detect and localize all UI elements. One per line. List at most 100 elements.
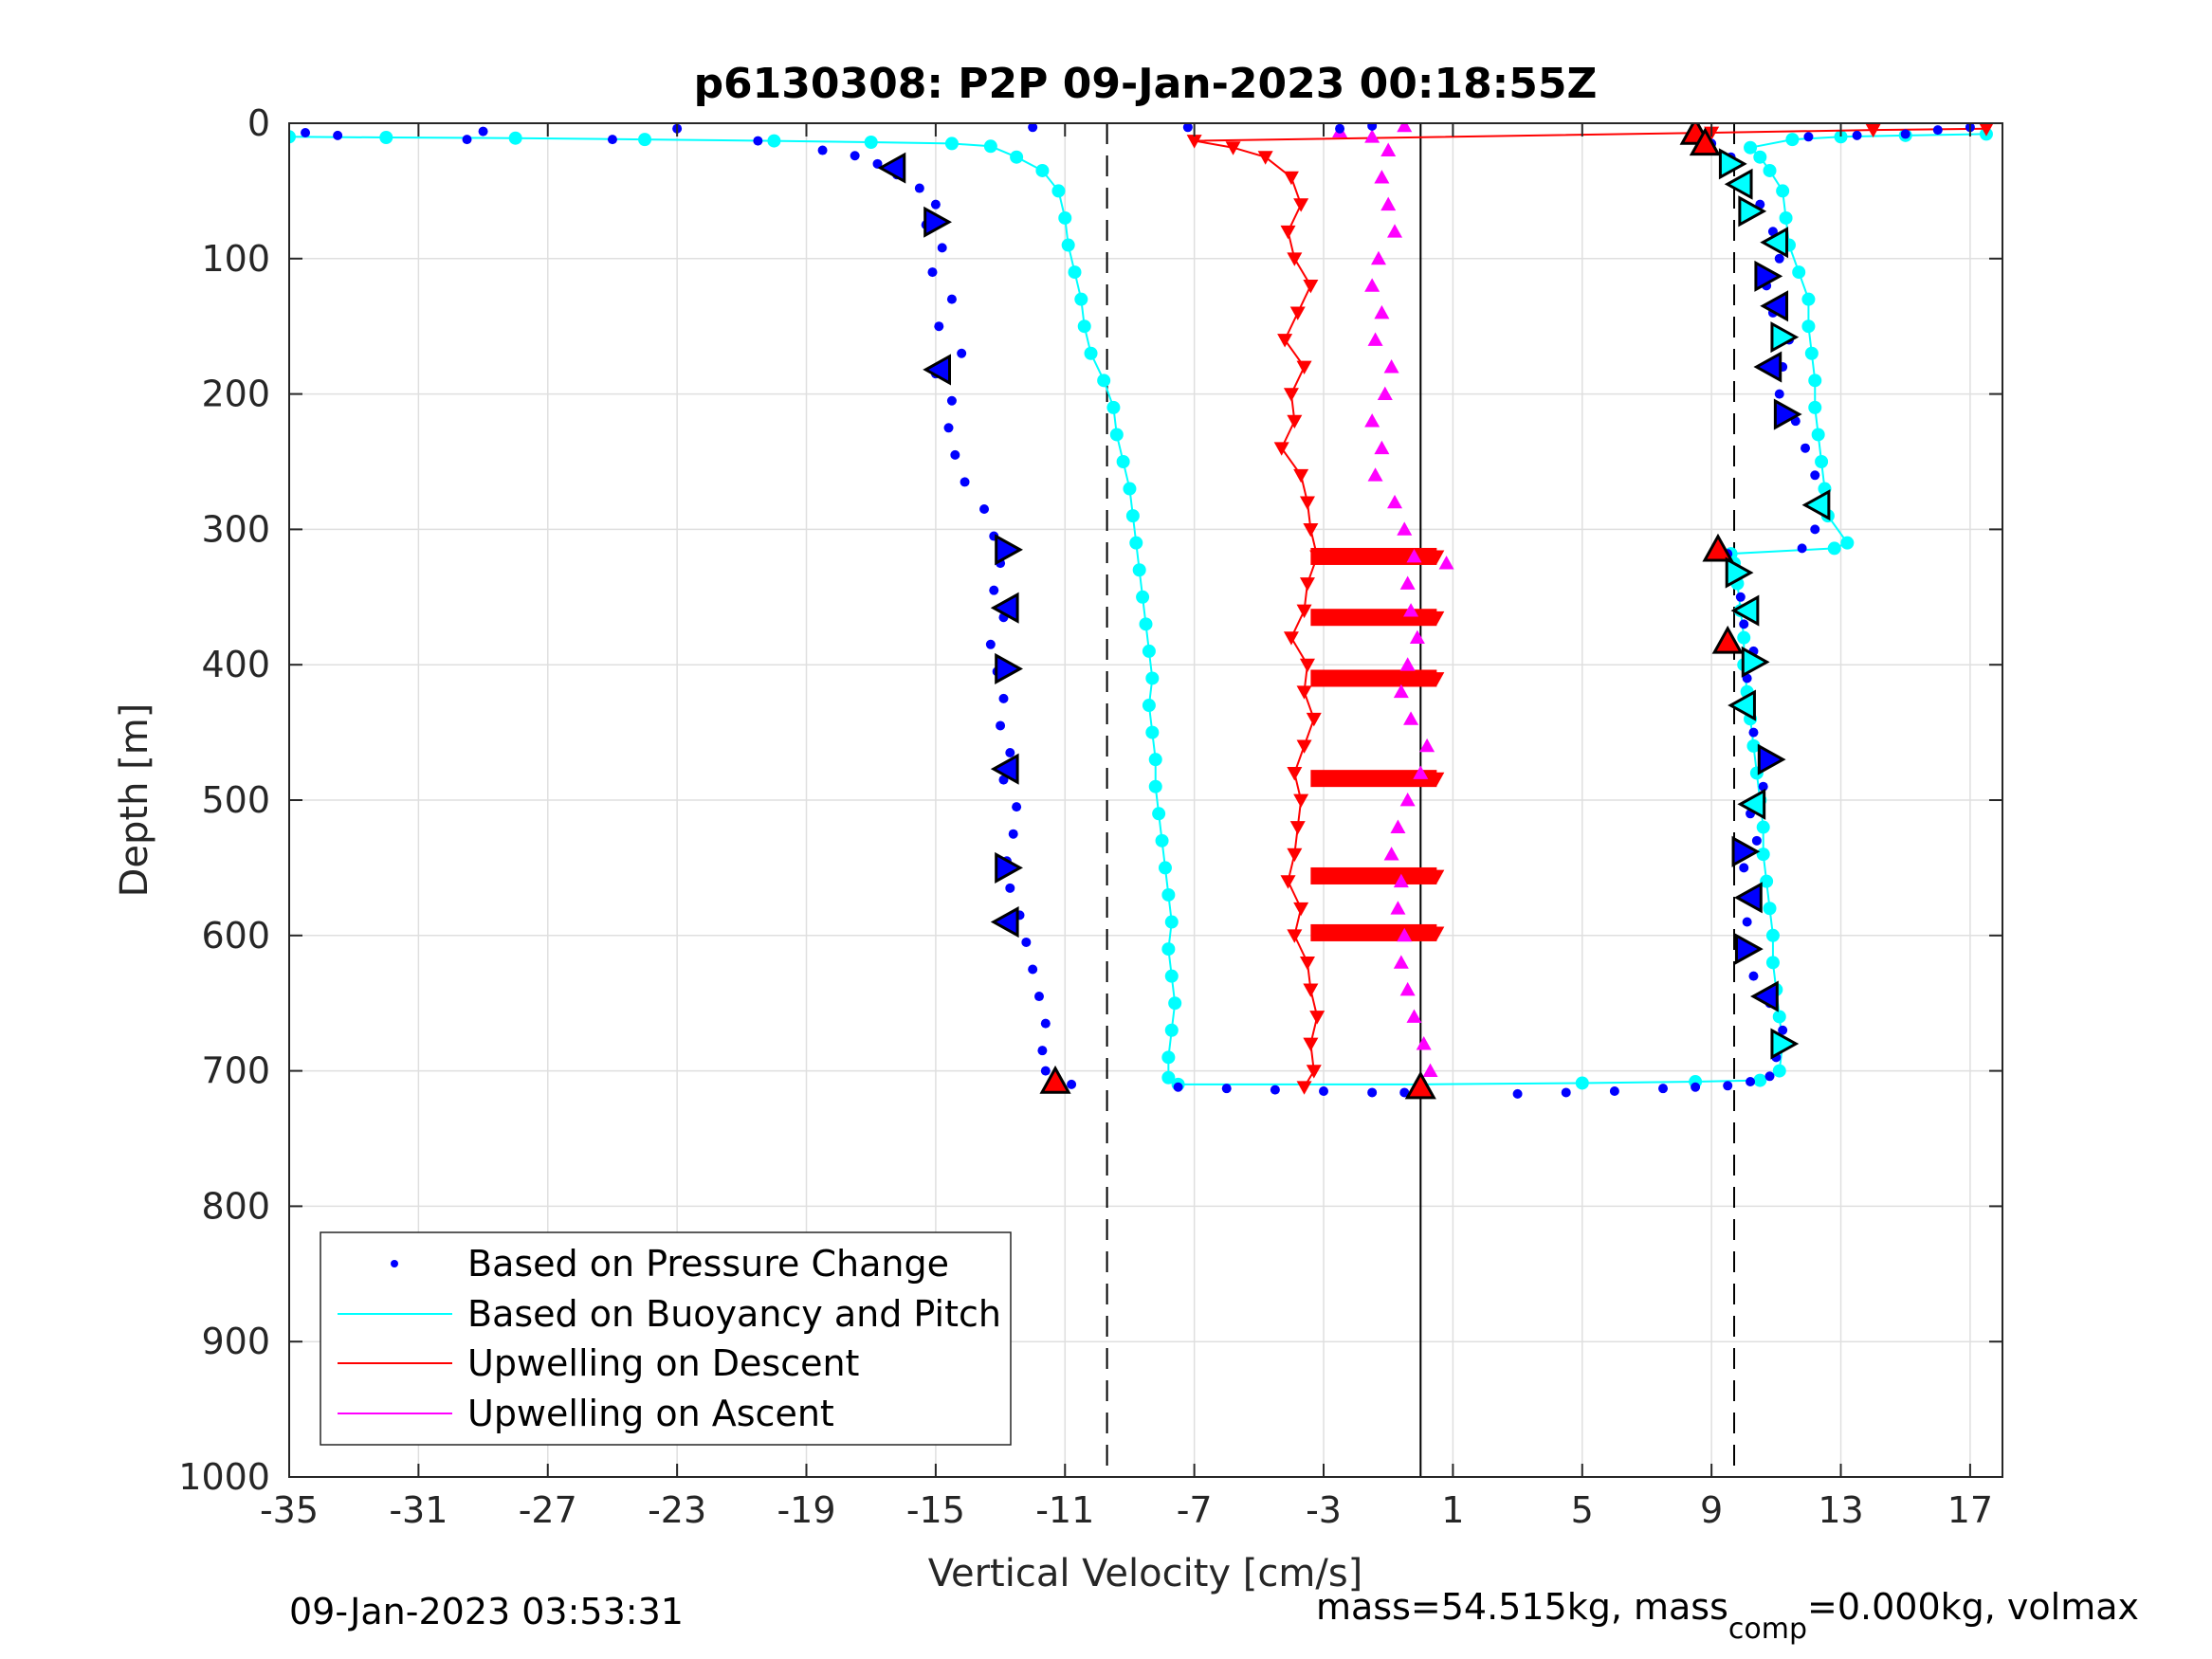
buoyancy-point: [1161, 1070, 1176, 1085]
descent-band: [1310, 609, 1437, 627]
pressure-point: [1751, 835, 1762, 846]
legend-swatch-pressure: [391, 1260, 398, 1267]
pressure-point: [462, 135, 472, 145]
pressure-point: [1335, 123, 1345, 134]
triangle-marker: [1039, 1065, 1071, 1094]
footer-mass-subscript: comp: [1728, 1613, 1807, 1646]
legend: Based on Pressure Change Based on Buoyan…: [320, 1231, 1012, 1446]
buoyancy-point: [983, 139, 997, 154]
descent-point: [1287, 848, 1303, 863]
triangle-marker: [923, 354, 951, 386]
descent-point: [1299, 956, 1315, 971]
ascent-point: [1390, 819, 1406, 833]
pressure-point: [1932, 125, 1943, 136]
buoyancy-point: [1776, 184, 1790, 198]
buoyancy-point: [1804, 346, 1819, 360]
buoyancy-point: [1168, 996, 1182, 1011]
ascent-point: [1397, 927, 1413, 942]
pressure-point: [1735, 592, 1746, 602]
x-tick-label: -3: [1306, 1489, 1342, 1531]
ascent-point: [1377, 386, 1393, 400]
ascent-point: [1374, 440, 1390, 455]
buoyancy-point: [1801, 292, 1816, 306]
descent-point: [1296, 739, 1312, 754]
triangle-marker: [1730, 594, 1760, 627]
buoyancy-point: [1158, 861, 1172, 875]
buoyancy-point: [864, 135, 878, 149]
pressure-point: [1367, 123, 1378, 131]
pressure-point: [1739, 863, 1749, 873]
pressure-point: [1803, 132, 1814, 142]
buoyancy-point: [1575, 1076, 1589, 1090]
buoyancy-point: [1145, 671, 1160, 685]
ascent-point: [1383, 359, 1399, 374]
descent-point: [1303, 279, 1319, 294]
reference-lines: [1106, 123, 1736, 1477]
pressure-point: [934, 321, 944, 332]
footer-timestamp: 09-Jan-2023 03:53:31: [289, 1591, 684, 1632]
axis-ticks: -35 -31 -27 -23 -19 -15 -11 -7 -3 1 5 9 13 1701002003…: [178, 102, 2002, 1531]
triangle-marker: [1728, 689, 1756, 721]
triangle-marker: [990, 753, 1019, 785]
pressure-point: [937, 243, 947, 253]
descent-point: [1293, 793, 1309, 808]
x-tick-label: -11: [1035, 1489, 1094, 1531]
ascent-point: [1399, 793, 1416, 807]
pressure-point: [1319, 1086, 1329, 1097]
triangle-marker: [1770, 321, 1800, 354]
pressure-point: [930, 199, 941, 210]
pressure-point: [1774, 253, 1784, 264]
pressure-point: [1900, 129, 1910, 139]
descent-point: [1299, 658, 1315, 673]
buoyancy-point: [1097, 374, 1111, 388]
descent-point: [1280, 875, 1296, 889]
pressure-point: [1221, 1084, 1232, 1094]
buoyancy-point: [1811, 428, 1825, 442]
ascent-point: [1413, 765, 1429, 779]
pressure-point: [985, 639, 996, 649]
pressure-point: [753, 136, 763, 146]
x-tick-label: 9: [1700, 1489, 1723, 1531]
footer-mass-info: mass=54.515kg, masscomp=0.000kg, volmax: [1316, 1586, 2139, 1646]
buoyancy-point: [1084, 346, 1098, 360]
y-tick-label: 600: [201, 915, 270, 957]
triangle-marker: [995, 652, 1023, 685]
x-tick-label: -19: [777, 1489, 835, 1531]
descent-point: [1283, 631, 1299, 646]
pressure-point: [1005, 883, 1015, 893]
pressure-point: [1778, 1025, 1788, 1035]
pressure-point: [1797, 543, 1807, 554]
y-tick-label: 400: [201, 644, 270, 685]
descent-point: [1293, 902, 1309, 917]
buoyancy-point: [1808, 374, 1822, 388]
pressure-point: [1040, 1066, 1051, 1076]
buoyancy-point: [638, 133, 652, 147]
y-tick-label: 100: [201, 238, 270, 280]
ascent-point: [1367, 332, 1383, 346]
pressure-point: [301, 127, 311, 137]
pressure-point: [946, 294, 957, 304]
ascent-point: [1416, 1036, 1432, 1050]
pressure-point: [1609, 1086, 1619, 1097]
ascent-point: [1364, 278, 1380, 292]
ascent-point: [1403, 711, 1419, 725]
footer-mass-prefix: mass=54.515kg, mass: [1316, 1586, 1728, 1628]
triangle-marker: [990, 592, 1019, 624]
buoyancy-point: [1763, 902, 1777, 916]
triangle-marker: [1770, 1028, 1800, 1060]
pressure-point: [1033, 992, 1044, 1002]
buoyancy-point: [1815, 455, 1829, 468]
buoyancy-point: [1139, 617, 1153, 631]
x-axis-label: Vertical Velocity [cm/s]: [928, 1552, 1363, 1595]
pressure-point: [1008, 829, 1018, 839]
x-tick-label: -31: [389, 1489, 448, 1531]
pressure-point: [872, 158, 883, 169]
descent-point: [1283, 171, 1299, 186]
descent-band: [1310, 866, 1437, 884]
triangle-marker: [1711, 625, 1744, 654]
ascent-point: [1370, 250, 1386, 265]
descent-point: [1277, 334, 1293, 348]
y-axis-label: Depth [m]: [113, 703, 156, 898]
pressure-point: [1801, 443, 1811, 453]
buoyancy-point: [289, 130, 296, 144]
